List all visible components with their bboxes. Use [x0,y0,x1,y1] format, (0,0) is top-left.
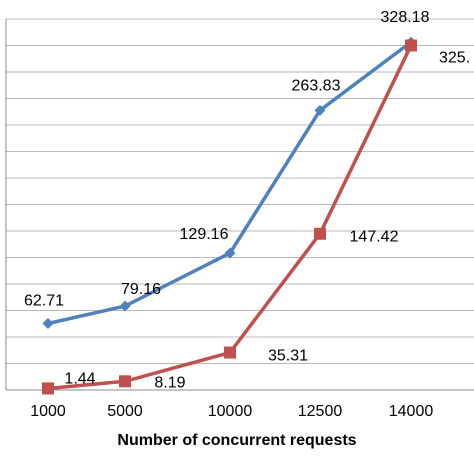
x-tick-label: 10000 [208,403,253,420]
data-point [314,104,326,116]
data-label: 263.83 [292,77,341,94]
x-tick-labels: 1000 5000 10000 12500 14000 [30,403,433,420]
data-point [42,318,54,330]
x-axis-title: Number of concurrent requests [117,432,356,449]
data-label: 325. [439,50,470,67]
data-point [224,247,236,259]
data-point [405,39,417,52]
data-label: 1.44 [64,370,95,387]
data-label: 35.31 [268,348,308,365]
data-label: 328.18 [381,9,430,26]
x-tick-label: 1000 [30,403,66,420]
data-label: 8.19 [154,374,185,391]
data-point [119,300,131,312]
data-point [119,375,131,388]
data-point [224,346,236,359]
data-label: 129.16 [180,226,229,243]
gridlines [6,18,474,364]
series-line [47,40,413,326]
x-tick-label: 12500 [298,403,343,420]
data-labels: 62.71 79.16 129.16 263.83 328.18 1.44 8.19 35.3… [24,9,470,391]
data-label: 79.16 [121,281,161,298]
data-point [314,227,326,240]
data-point [42,382,54,395]
x-tick-label: 14000 [389,403,434,420]
data-label: 147.42 [350,229,399,246]
series-layer [42,36,417,395]
data-label: 62.71 [24,293,64,310]
x-tick-label: 5000 [107,403,143,420]
